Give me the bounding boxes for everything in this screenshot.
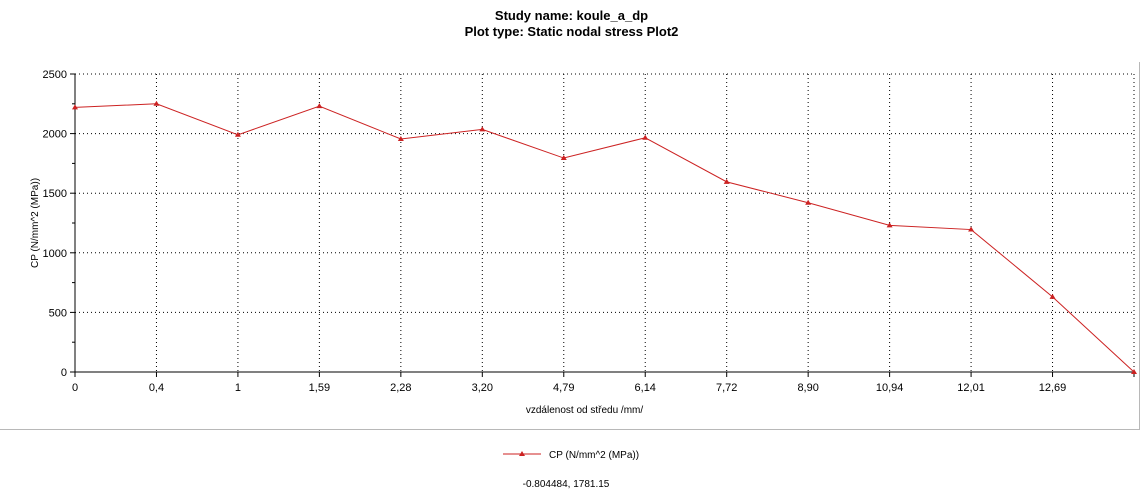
chart-title-block: Study name: koule_a_dp Plot type: Static… [0,8,1143,40]
plot-type-title: Plot type: Static nodal stress Plot2 [464,24,679,39]
axis-layer [70,73,1135,377]
legend-triangle-marker-icon [519,451,525,456]
x-tick-label: 10,94 [876,382,904,394]
series-line [74,103,1135,373]
label-layer: 0 500 1000 1500 2000 2500 0 0,4 1 1,59 2,28 3,20 4,7… [43,69,1067,394]
x-tick-label: 4,79 [553,382,574,394]
y-tick-label: 1500 [43,188,67,200]
data-point-marker [968,226,975,232]
x-tick-label: 0 [72,382,78,394]
data-point-marker [1049,293,1056,299]
data-point-marker [642,134,649,140]
data-point-marker [72,104,78,110]
y-tick-label: 0 [61,367,67,379]
data-point-marker [316,103,323,109]
data-point-marker [723,178,730,184]
x-tick-label: 3,20 [472,382,493,394]
data-point-marker [479,126,486,132]
legend: CP (N/mm^2 (MPa)) [503,450,639,461]
data-point-marker [397,135,404,141]
x-tick-label: 12,69 [1039,382,1067,394]
x-tick-label: 7,72 [716,382,737,394]
data-point-marker [153,100,160,106]
data-point-marker [234,131,241,137]
x-tick-label: 1,59 [309,382,330,394]
x-tick-label: 6,14 [635,382,656,394]
legend-label: CP (N/mm^2 (MPa)) [549,450,639,461]
x-tick-label: 1 [235,382,241,394]
x-tick-label: 12,01 [957,382,985,394]
x-tick-label: 2,28 [390,382,411,394]
series-layer [72,100,1137,374]
cursor-coordinate-readout: -0.804484, 1781.15 [523,479,610,490]
y-tick-label: 1000 [43,248,67,260]
y-tick-label: 2000 [43,129,67,141]
y-axis-title: CP (N/mm^2 (MPa)) [30,178,41,268]
data-point-marker [1131,369,1137,374]
study-name-title: Study name: koule_a_dp [494,8,649,23]
grid-layer [75,73,1135,372]
x-axis-title: vzdálenost od středu /mm/ [526,405,643,416]
y-tick-label: 2500 [43,69,67,81]
data-point-marker [805,199,812,205]
y-tick-label: 500 [49,307,67,319]
data-point-marker [560,155,567,161]
data-point-marker [886,222,893,228]
plot-frame [0,62,1140,430]
x-tick-label: 8,90 [797,382,818,394]
x-tick-label: 0,4 [149,382,164,394]
